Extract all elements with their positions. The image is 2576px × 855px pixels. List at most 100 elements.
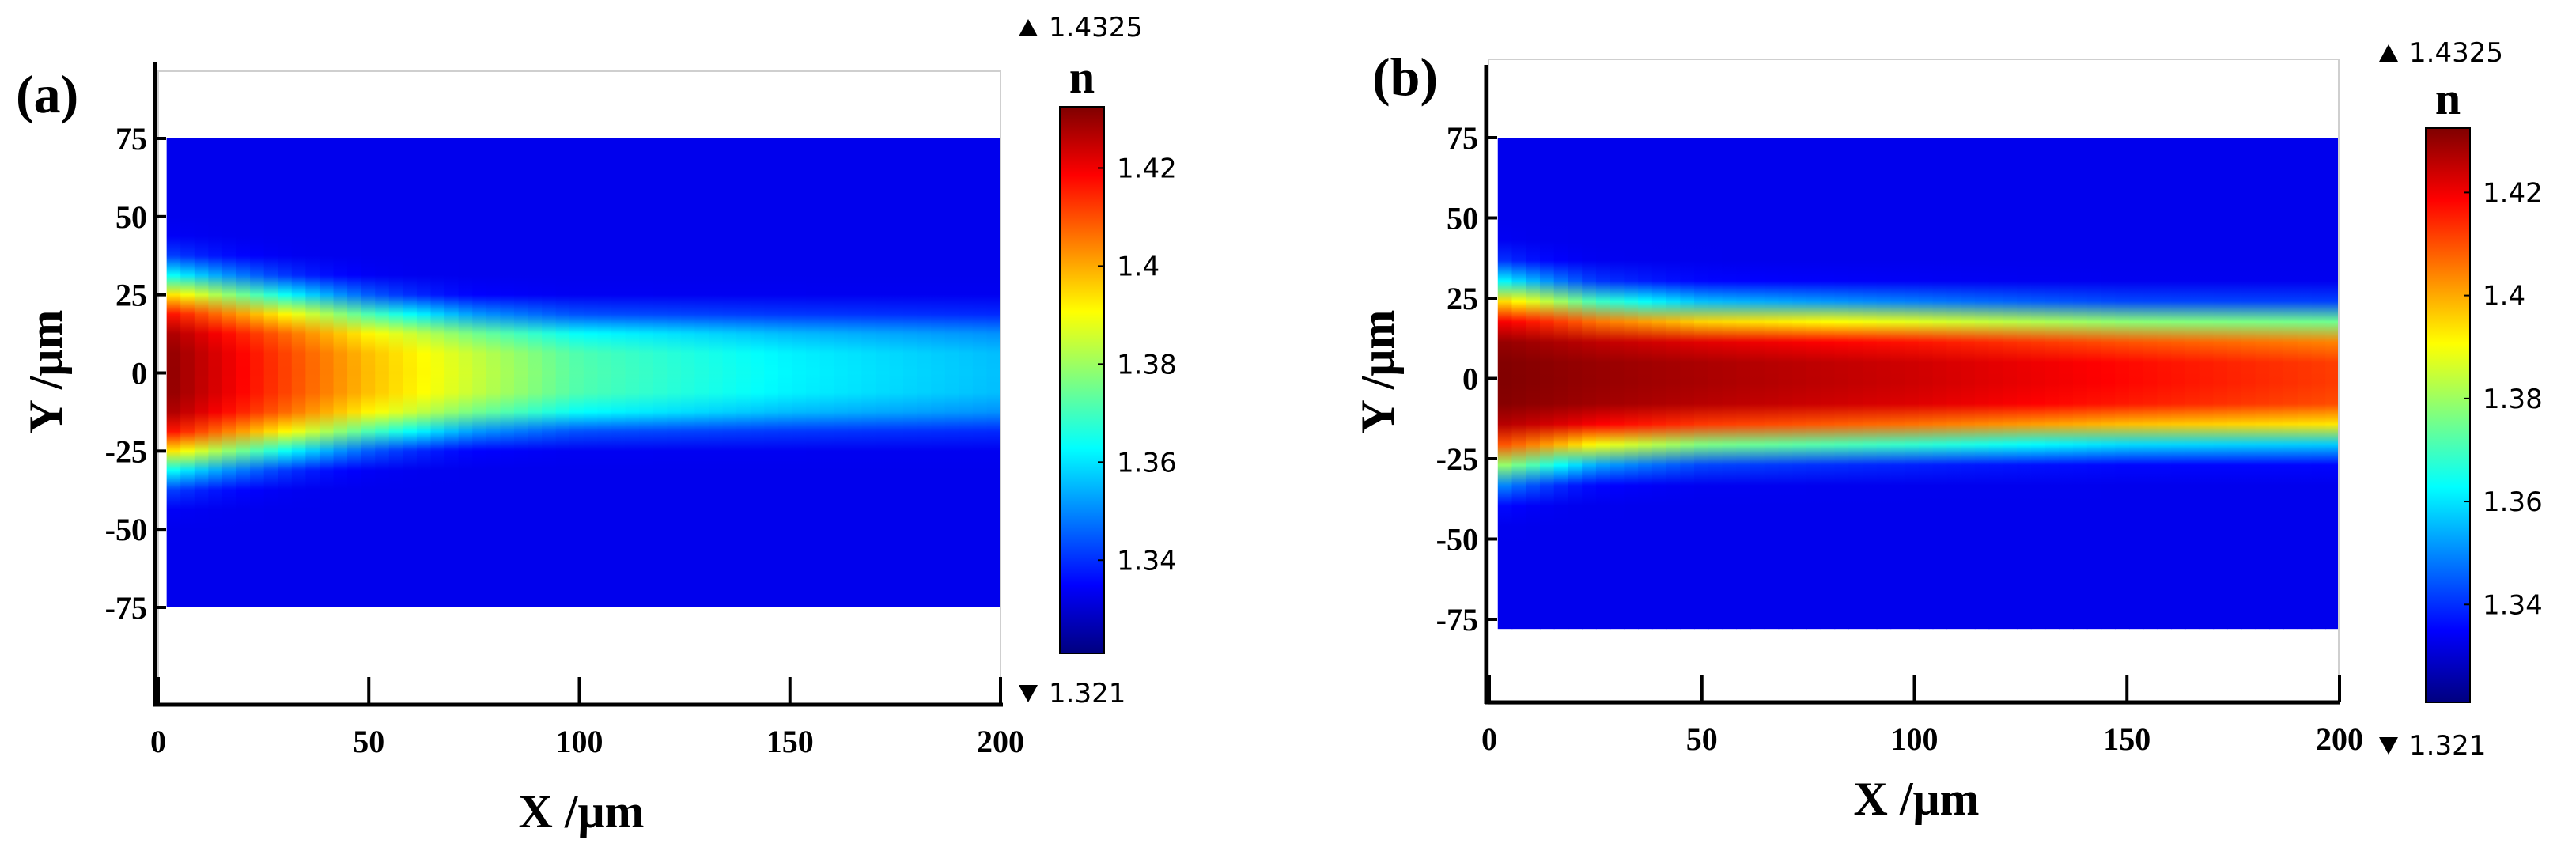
panel-b: (b) 0 50 100 150 200 75 50 25 0 -25 -50 -75 X /μm Y…	[1352, 37, 2543, 825]
colorbar-tick-label: 1.34	[2483, 589, 2543, 621]
heatmap-strip	[569, 138, 584, 607]
heatmap-strip	[250, 138, 265, 607]
y-tick-label: 75	[115, 121, 147, 157]
heatmap-strip	[1624, 138, 1639, 630]
y-tick-label: 0	[1462, 361, 1478, 397]
heatmap-strip	[542, 138, 557, 607]
heatmap-strip	[528, 138, 543, 607]
heatmap-strip	[2199, 138, 2215, 630]
heatmap-strip	[1539, 138, 1555, 630]
min-triangle-icon	[2379, 737, 2398, 755]
heatmap-a	[166, 138, 1001, 607]
heatmap-strip	[611, 138, 626, 607]
heatmap-strip	[2227, 138, 2242, 630]
heatmap-strip	[2017, 138, 2032, 630]
heatmap-strip	[2171, 138, 2186, 630]
heatmap-strip	[1708, 138, 1723, 630]
colorbar-tick-label: 1.4	[1117, 251, 1159, 282]
heatmap-strip	[2128, 138, 2144, 630]
heatmap-strip	[1905, 138, 1920, 630]
heatmap-strip	[2241, 138, 2256, 630]
colorbar-tick-label: 1.4	[2483, 281, 2525, 312]
heatmap-strip	[764, 138, 779, 607]
colorbar-tick-label: 1.38	[2483, 384, 2543, 415]
heatmap-strip	[1988, 138, 2004, 630]
heatmap-strip	[1694, 138, 1709, 630]
heatmap-strip	[1582, 138, 1597, 630]
heatmap-strip	[2101, 138, 2116, 630]
heatmap-strip	[834, 138, 849, 607]
heatmap-strip	[347, 138, 362, 607]
y-tick-label: 75	[1447, 120, 1478, 156]
heatmap-strip	[1946, 138, 1961, 630]
heatmap-strip	[2143, 138, 2158, 630]
heatmap-strip	[361, 138, 376, 607]
heatmap-strip	[1666, 138, 1681, 630]
heatmap-strip	[1680, 138, 1695, 630]
heatmap-strip	[513, 138, 529, 607]
heatmap-strip	[263, 138, 279, 607]
y-tick-label: 50	[1447, 201, 1478, 236]
heatmap-strip	[805, 138, 821, 607]
heatmap-strip	[1595, 138, 1611, 630]
y-tick-label: -25	[1436, 441, 1478, 477]
heatmap-strip	[221, 138, 237, 607]
heatmap-strip	[889, 138, 904, 607]
heatmap-strip	[166, 138, 182, 607]
heatmap-strip	[291, 138, 307, 607]
heatmap-strip	[2213, 138, 2228, 630]
panel-label-b: (b)	[1372, 47, 1438, 107]
heatmap-strip	[555, 138, 571, 607]
heatmap-strip	[180, 138, 195, 607]
heatmap-strip	[2325, 138, 2340, 630]
heatmap-strip	[430, 138, 445, 607]
colorbar-tick-label: 1.34	[1117, 545, 1177, 577]
x-axis-title-a: X /μm	[519, 785, 645, 838]
heatmap-strip	[2072, 138, 2088, 630]
heatmap-strip	[2059, 138, 2074, 630]
heatmap-strip	[792, 138, 807, 607]
heatmap-strip	[403, 138, 418, 607]
x-tick-label: 200	[2316, 721, 2363, 757]
colorbar-title: n	[2435, 73, 2461, 124]
x-tick-label: 200	[977, 724, 1024, 759]
heatmap-strip	[1526, 138, 1541, 630]
heatmap-strip	[194, 138, 210, 607]
x-tick-label: 150	[766, 724, 814, 759]
heatmap-strip	[750, 138, 766, 607]
heatmap-strip	[2086, 138, 2102, 630]
heatmap-strip	[2283, 138, 2298, 630]
heatmap-strip	[208, 138, 223, 607]
heatmap-strip	[305, 138, 320, 607]
heatmap-strip	[1932, 138, 1948, 630]
y-tick-label: 50	[115, 199, 147, 235]
axis-ticks-a: 0 50 100 150 200 75 50 25 0 -25 -50 -75	[105, 121, 1024, 759]
y-tick-label: 25	[1447, 281, 1478, 316]
heatmap-strip	[388, 138, 404, 607]
heatmap-strip	[917, 138, 932, 607]
heatmap-strip	[583, 138, 599, 607]
x-tick-label: 100	[556, 724, 603, 759]
heatmap-strip	[667, 138, 682, 607]
colorbar-tick-label: 1.36	[1117, 447, 1177, 479]
y-tick-label: -75	[1436, 602, 1478, 637]
heatmap-strip	[2045, 138, 2060, 630]
heatmap-strip	[972, 138, 988, 607]
heatmap-strip	[2115, 138, 2130, 630]
heatmap-strip	[931, 138, 946, 607]
panel-label-a: (a)	[16, 64, 78, 124]
heatmap-strip	[1862, 138, 1878, 630]
heatmap-strip	[1750, 138, 1765, 630]
heatmap-strip	[777, 138, 793, 607]
y-axis-title-a: Y /μm	[20, 310, 72, 434]
heatmap-strip	[597, 138, 612, 607]
colorbar-gradient	[2425, 127, 2471, 703]
colorbar-title: n	[1069, 51, 1095, 103]
colorbar-tick-label: 1.38	[1117, 349, 1177, 380]
heatmap-strip	[653, 138, 668, 607]
heatmap-strip	[333, 138, 348, 607]
heatmap-strip	[458, 138, 474, 607]
axis-ticks-b: 0 50 100 150 200 75 50 25 0 -25 -50 -75	[1436, 120, 2363, 757]
colorbar-max-label: 1.4325	[2409, 37, 2503, 69]
heatmap-strip	[1568, 138, 1583, 630]
